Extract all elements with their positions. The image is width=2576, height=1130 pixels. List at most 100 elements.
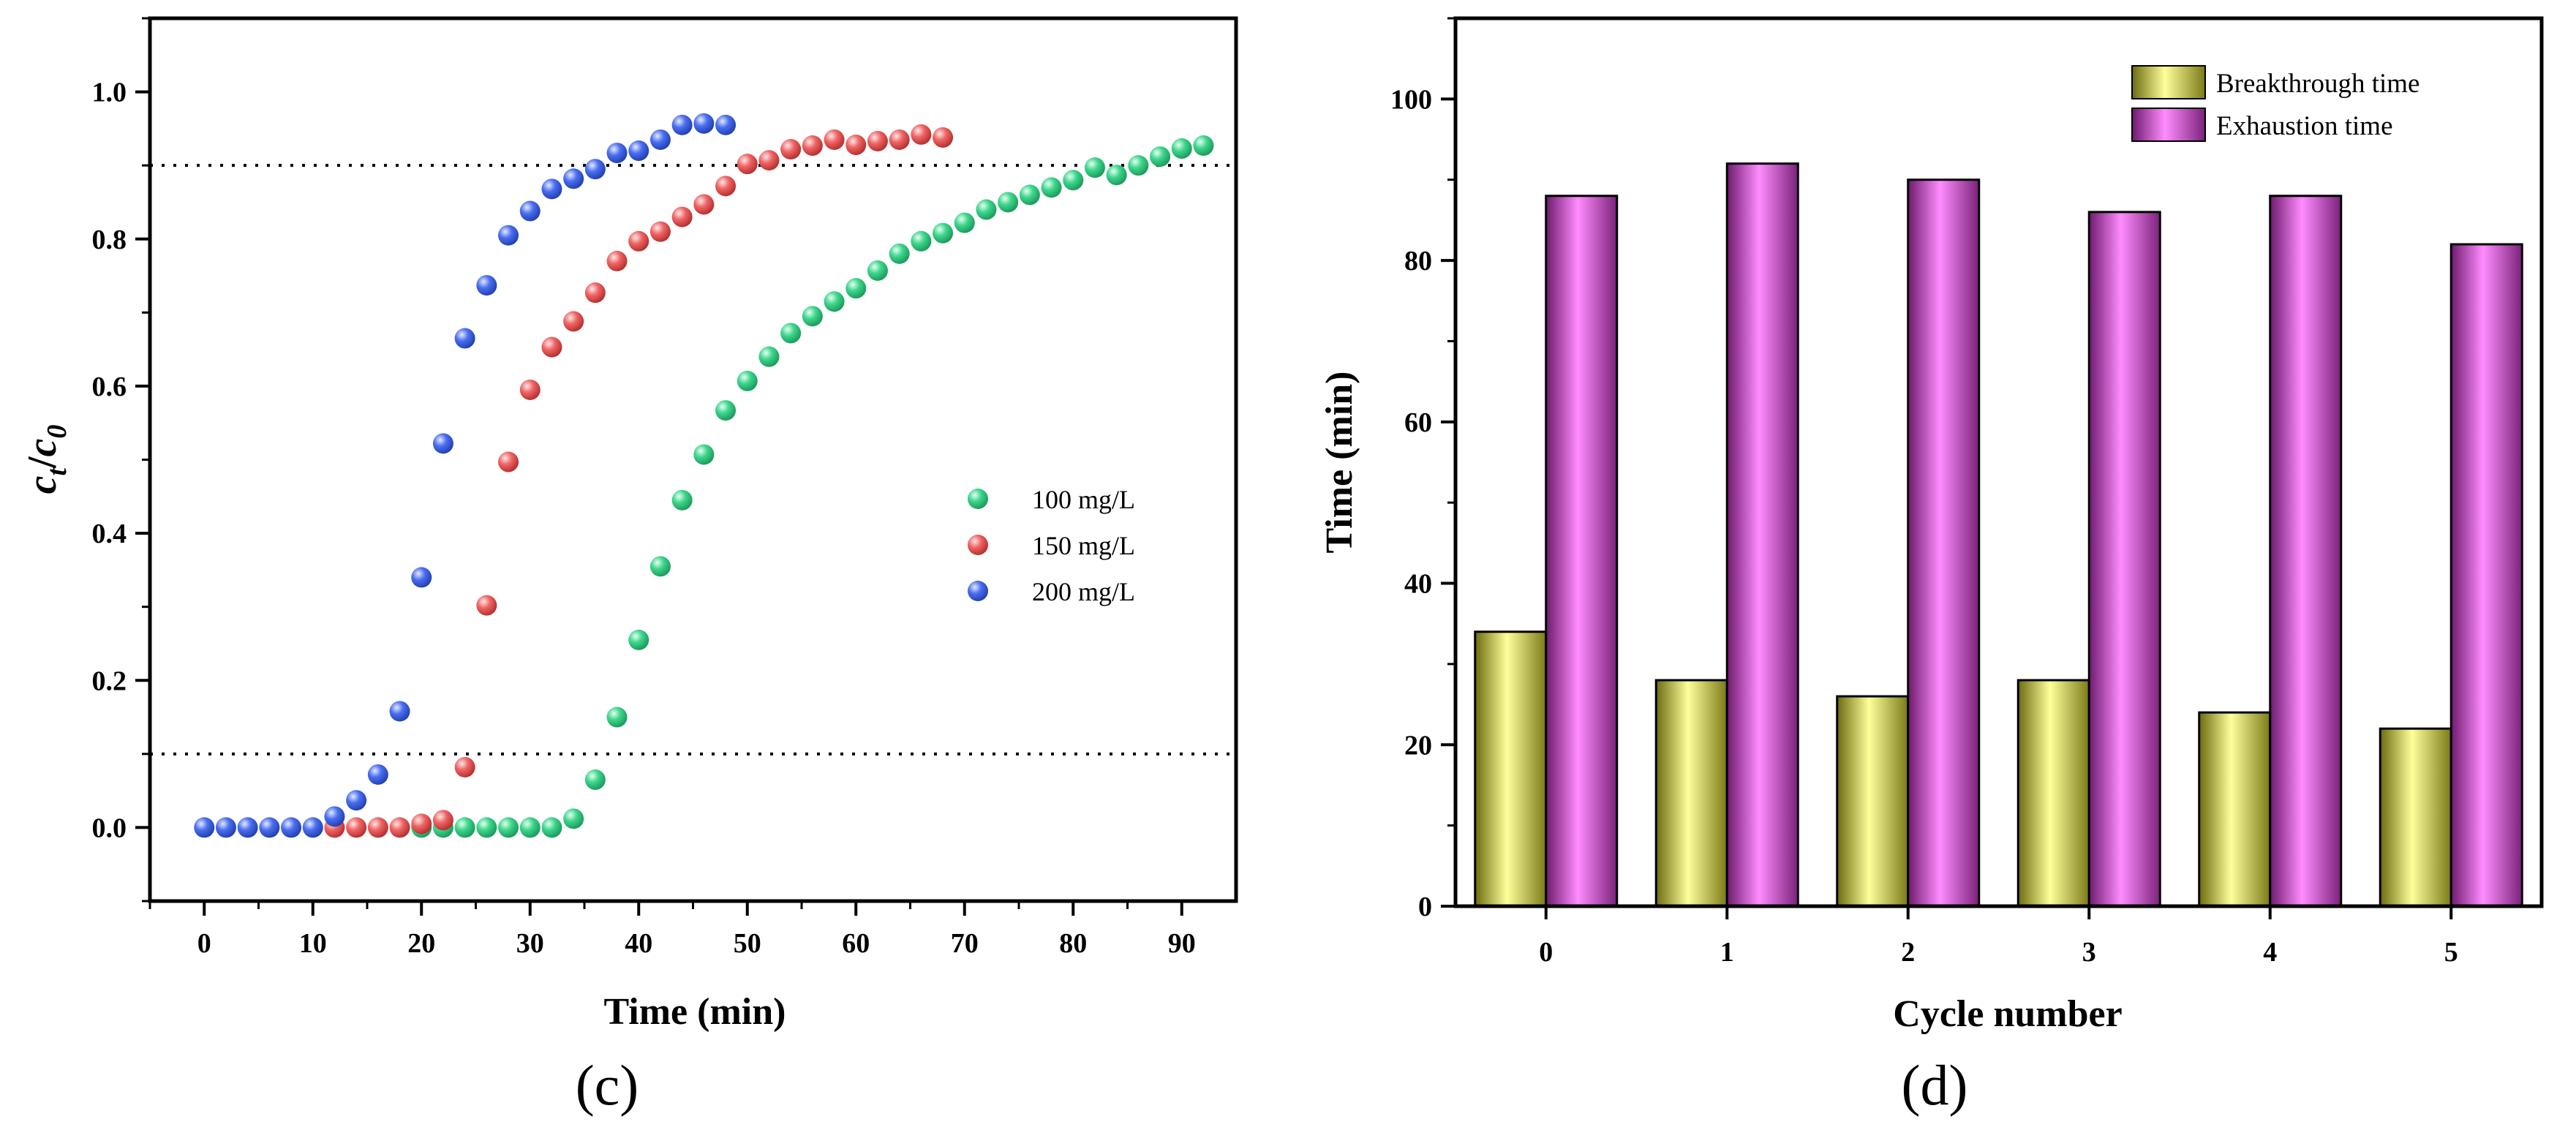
data-point bbox=[194, 817, 215, 838]
data-point bbox=[867, 130, 888, 151]
bar-breakthrough-cycle-3 bbox=[2016, 679, 2090, 908]
axis-ticks: 0 1 2 3 4 5 0 20 40 60 80 100 bbox=[1390, 17, 2458, 968]
data-point bbox=[498, 451, 519, 472]
panel-label-c: (c) bbox=[576, 1053, 639, 1117]
data-point bbox=[671, 489, 693, 511]
data-point bbox=[324, 806, 345, 827]
data-point bbox=[628, 230, 649, 252]
data-point bbox=[715, 114, 737, 135]
data-point bbox=[998, 192, 1019, 213]
bar-breakthrough-cycle-1 bbox=[1654, 679, 1728, 908]
bar-exhaustion-cycle-1 bbox=[1725, 162, 1799, 908]
reference-lines bbox=[150, 164, 1236, 756]
bar-breakthrough-cycle-0 bbox=[1474, 630, 1548, 908]
data-point bbox=[737, 370, 758, 391]
data-point bbox=[802, 135, 823, 157]
data-point bbox=[367, 764, 388, 785]
data-point bbox=[367, 817, 388, 838]
data-point bbox=[649, 556, 671, 577]
data-point bbox=[541, 336, 562, 358]
data-point bbox=[1084, 157, 1105, 178]
y-tick-label-2: 40 bbox=[1404, 569, 1432, 600]
data-point bbox=[584, 769, 606, 791]
legend-label-100: 100 mg/L bbox=[1032, 485, 1135, 514]
series-200-mg-L bbox=[194, 113, 737, 838]
data-point bbox=[780, 323, 802, 344]
data-point bbox=[933, 127, 954, 148]
data-point bbox=[715, 400, 737, 421]
data-point bbox=[584, 159, 606, 180]
bar-chart-panel: 0 1 2 3 4 5 0 20 40 60 80 100 Time (min) Cycle numb… bbox=[1319, 16, 2544, 1117]
data-point bbox=[584, 282, 606, 304]
data-point bbox=[476, 275, 497, 296]
x-tick-label-4: 4 bbox=[2263, 937, 2277, 968]
data-point bbox=[346, 790, 367, 811]
data-point bbox=[954, 212, 975, 233]
bar-exhaustion-cycle-5 bbox=[2449, 243, 2523, 908]
y-axis-label: Time (min) bbox=[1319, 372, 1360, 554]
data-point bbox=[824, 129, 845, 150]
plot-frame bbox=[1453, 16, 2544, 908]
x-tick-label-6: 60 bbox=[842, 928, 870, 959]
data-point bbox=[476, 817, 497, 838]
data-point bbox=[411, 813, 432, 835]
x-tick-label-5: 50 bbox=[734, 928, 761, 959]
data-point bbox=[824, 291, 845, 312]
legend-label-exhaustion: Exhaustion time bbox=[2216, 111, 2393, 141]
data-point bbox=[1171, 138, 1192, 159]
data-point bbox=[1019, 184, 1040, 206]
data-point bbox=[1150, 146, 1171, 167]
data-point bbox=[454, 756, 475, 777]
x-tick-label-5: 5 bbox=[2444, 937, 2458, 968]
data-point bbox=[911, 230, 932, 252]
data-point bbox=[1128, 155, 1149, 176]
data-point bbox=[519, 200, 541, 222]
y-tick-label-1: 0.2 bbox=[92, 666, 127, 696]
data-point bbox=[1063, 170, 1084, 191]
data-point bbox=[671, 114, 693, 135]
data-point bbox=[693, 113, 715, 134]
x-tick-label-0: 0 bbox=[197, 928, 211, 959]
data-point bbox=[411, 567, 432, 588]
data-point bbox=[606, 707, 628, 728]
bar-exhaustion-cycle-4 bbox=[2269, 195, 2343, 908]
data-point bbox=[563, 808, 584, 829]
bar-breakthrough-cycle-4 bbox=[2198, 711, 2272, 908]
y-tick-label-1: 20 bbox=[1404, 730, 1432, 761]
y-tick-label-2: 0.4 bbox=[92, 519, 127, 549]
scatter-chart-panel: 0 10 20 30 40 50 60 70 80 90 0.0 0.2 0.4 0.6 0.8 1.0 ct… bbox=[20, 16, 1238, 1117]
data-point bbox=[693, 444, 715, 465]
bar-breakthrough-cycle-2 bbox=[1836, 695, 1910, 908]
data-point bbox=[780, 139, 802, 160]
plot-frame bbox=[148, 16, 1238, 903]
data-point bbox=[758, 346, 780, 367]
data-point bbox=[846, 135, 867, 156]
data-point bbox=[237, 817, 258, 838]
data-point bbox=[281, 817, 302, 838]
legend-entry-exhaustion: Exhaustion time bbox=[2131, 108, 2393, 142]
data-point bbox=[889, 129, 910, 150]
data-point bbox=[389, 817, 410, 838]
x-axis-label: Cycle number bbox=[1893, 993, 2122, 1035]
x-tick-label-4: 40 bbox=[625, 928, 652, 959]
data-point bbox=[432, 810, 453, 831]
bar-exhaustion-cycle-0 bbox=[1545, 195, 1619, 908]
legend-swatch-breakthrough bbox=[2131, 65, 2206, 99]
bar-exhaustion-cycle-3 bbox=[2087, 211, 2161, 908]
data-point bbox=[563, 311, 584, 332]
legend-marker-150 bbox=[968, 535, 988, 555]
data-point bbox=[737, 154, 758, 175]
legend-swatch-exhaustion bbox=[2131, 108, 2206, 142]
series-150-mg-L bbox=[324, 124, 954, 838]
bar-exhaustion-cycle-2 bbox=[1907, 178, 1981, 908]
data-point bbox=[498, 225, 519, 246]
x-tick-label-3: 30 bbox=[516, 928, 544, 959]
data-point bbox=[1041, 177, 1062, 198]
series-100-mg-L bbox=[411, 135, 1214, 838]
data-point bbox=[846, 278, 867, 299]
data-point bbox=[519, 817, 541, 838]
x-tick-label-1: 10 bbox=[299, 928, 327, 959]
y-tick-label-0: 0 bbox=[1418, 892, 1432, 922]
x-tick-label-9: 90 bbox=[1168, 928, 1196, 959]
